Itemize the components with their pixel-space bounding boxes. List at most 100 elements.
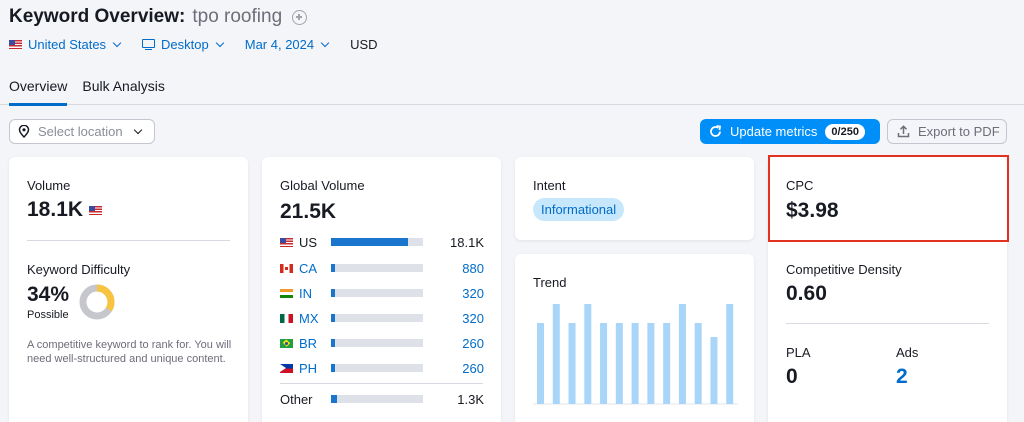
country-row-ph[interactable]: PH 260 <box>280 360 484 376</box>
country-share-bar <box>331 339 423 347</box>
country-share-bar <box>331 314 423 322</box>
page-header: Keyword Overview: tpo roofing United Sta… <box>0 0 1024 106</box>
canada-flag-icon <box>280 263 293 273</box>
trend-bar[interactable] <box>552 304 560 404</box>
country-share-bar <box>331 395 423 403</box>
country-volume: 880 <box>462 260 484 276</box>
us-flag-icon <box>9 40 22 49</box>
ads-value[interactable]: 2 <box>896 365 908 388</box>
country-label: United States <box>28 37 107 52</box>
cpc-card: CPC $3.98 Competitive Density 0.60 PLA 0… <box>768 157 1007 422</box>
location-select[interactable]: Select location <box>9 119 155 144</box>
philippines-flag-icon <box>280 363 293 373</box>
trend-bar[interactable] <box>584 304 592 404</box>
add-keyword-icon[interactable] <box>292 9 308 25</box>
country-share-fill <box>331 289 335 297</box>
country-share-bar <box>331 238 423 246</box>
divider <box>280 383 483 384</box>
other-volume: 1.3K <box>457 391 484 407</box>
export-pdf-button[interactable]: Export to PDF <box>887 119 1007 144</box>
refresh-icon <box>710 125 722 137</box>
country-share-fill <box>331 314 335 322</box>
export-icon <box>897 125 910 138</box>
country-row-in[interactable]: IN 320 <box>280 286 484 301</box>
trend-card: Trend <box>515 254 754 422</box>
trend-bar[interactable] <box>537 323 544 404</box>
country-share-fill <box>331 339 335 347</box>
tab-bulk-analysis[interactable]: Bulk Analysis <box>82 78 165 94</box>
chevron-down-icon <box>112 38 122 48</box>
trend-bar[interactable] <box>568 323 576 404</box>
global-volume-card: Global Volume 21.5K US 18.1K CA 880 IN 3… <box>262 157 501 422</box>
country-code: BR <box>299 335 318 351</box>
trend-bar[interactable] <box>647 323 655 404</box>
us-flag-icon <box>280 237 293 247</box>
country-row-br[interactable]: BR 260 <box>280 335 484 351</box>
intent-badge: Informational <box>533 198 625 221</box>
page-title: Keyword Overview: <box>9 6 186 27</box>
country-row-ca[interactable]: CA 880 <box>280 260 484 276</box>
country-share-bar <box>331 364 423 372</box>
intent-label: Intent <box>533 178 566 193</box>
tab-bar: Overview Bulk Analysis <box>9 78 180 106</box>
chevron-down-icon <box>133 125 142 135</box>
country-code: CA <box>299 260 318 276</box>
cpc-label: CPC <box>786 178 814 193</box>
date-label: Mar 4, 2024 <box>244 37 315 52</box>
device-label: Desktop <box>161 37 209 52</box>
trend-chart <box>533 304 738 405</box>
keyword-difficulty-level: Possible <box>27 309 69 321</box>
update-metrics-button[interactable]: Update metrics 0/250 <box>700 119 880 144</box>
chevron-down-icon <box>320 38 330 48</box>
trend-label: Trend <box>533 275 567 290</box>
volume-label: Volume <box>27 178 71 193</box>
country-dropdown[interactable]: United States <box>9 37 122 52</box>
date-dropdown[interactable]: Mar 4, 2024 <box>244 37 330 52</box>
keyword-difficulty-label: Keyword Difficulty <box>27 262 131 277</box>
other-label: Other <box>280 391 313 407</box>
location-placeholder: Select location <box>38 124 123 139</box>
keyword-difficulty-value: 34% <box>27 283 70 306</box>
trend-bar[interactable] <box>663 323 671 404</box>
cpc-value: $3.98 <box>786 199 839 222</box>
trend-bar[interactable] <box>615 323 623 404</box>
india-flag-icon <box>280 288 293 298</box>
trend-bar[interactable] <box>678 304 686 404</box>
country-share-fill <box>331 238 409 246</box>
intent-card: Intent Informational <box>515 157 754 240</box>
country-share-bar <box>331 289 423 297</box>
global-volume-label: Global Volume <box>280 178 365 193</box>
trend-bar[interactable] <box>631 323 639 404</box>
country-row-mx[interactable]: MX 320 <box>280 310 484 326</box>
divider <box>786 323 989 324</box>
difficulty-donut-fill <box>79 284 115 320</box>
competitive-density-label: Competitive Density <box>786 262 902 277</box>
trend-bar[interactable] <box>600 323 608 404</box>
country-code: MX <box>299 310 319 326</box>
pla-label: PLA <box>786 345 811 360</box>
country-volume: 260 <box>462 335 484 351</box>
country-volume: 260 <box>462 360 484 376</box>
brazil-flag-icon <box>280 338 293 348</box>
update-metrics-label: Update metrics <box>730 124 818 139</box>
chevron-down-icon <box>215 38 224 48</box>
trend-bar[interactable] <box>710 337 718 404</box>
trend-bar[interactable] <box>726 304 734 404</box>
trend-bar[interactable] <box>694 323 702 404</box>
country-volume: 18.1K <box>450 234 484 250</box>
filters-bar: United States Desktop Mar 4, 2024 USD <box>9 37 378 52</box>
country-row-other: Other 1.3K <box>280 391 484 407</box>
country-share-bar <box>331 264 423 272</box>
country-code: US <box>299 234 318 250</box>
volume-card: Volume 18.1K Keyword Difficulty 34% Poss… <box>9 157 248 422</box>
export-pdf-label: Export to PDF <box>918 124 1000 139</box>
country-share-fill <box>331 395 337 403</box>
country-row-us[interactable]: US 18.1K <box>280 234 484 250</box>
tab-overview[interactable]: Overview <box>9 78 68 106</box>
device-dropdown[interactable]: Desktop <box>142 37 224 52</box>
volume-value: 18.1K <box>27 198 84 221</box>
update-limit-badge: 0/250 <box>825 123 865 140</box>
country-share-fill <box>331 364 335 372</box>
country-volume: 320 <box>462 310 484 326</box>
desktop-icon <box>142 38 156 51</box>
